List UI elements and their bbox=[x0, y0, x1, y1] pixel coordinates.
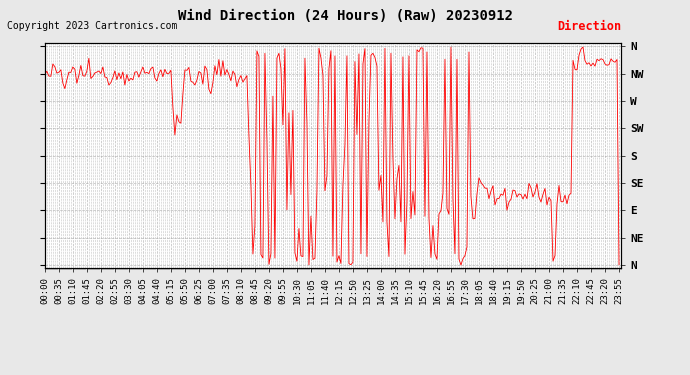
Text: Direction: Direction bbox=[557, 20, 621, 33]
Text: Wind Direction (24 Hours) (Raw) 20230912: Wind Direction (24 Hours) (Raw) 20230912 bbox=[177, 9, 513, 23]
Text: Copyright 2023 Cartronics.com: Copyright 2023 Cartronics.com bbox=[7, 21, 177, 31]
